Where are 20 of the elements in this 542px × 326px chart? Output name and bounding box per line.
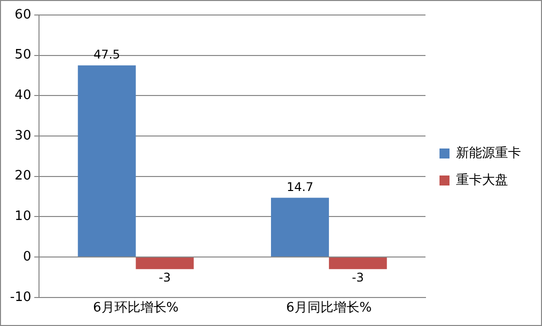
y-tick-label: 0	[22, 249, 32, 264]
y-tick-label: 30	[14, 128, 32, 144]
y-tick-label: 40	[14, 88, 32, 104]
data-label: 47.5	[93, 48, 120, 62]
y-tick-label: 20	[14, 168, 32, 184]
bar	[270, 198, 329, 257]
bar	[328, 258, 387, 270]
data-label: 14.7	[286, 180, 314, 194]
data-label: -3	[352, 270, 364, 284]
bar	[78, 65, 136, 257]
y-tick-label: -10	[10, 290, 32, 305]
data-label: -3	[158, 270, 171, 284]
legend-label: 重卡大盘	[456, 172, 508, 188]
bar	[136, 258, 194, 270]
x-tick-label: 6月环比增长%	[92, 300, 179, 316]
x-tick-label: 6月同比增长%	[286, 300, 372, 316]
y-tick-label: 60	[14, 7, 32, 22]
y-tick-label: 50	[14, 48, 32, 63]
legend-label: 新能源重卡	[456, 146, 521, 161]
y-tick-label: 10	[14, 209, 32, 224]
